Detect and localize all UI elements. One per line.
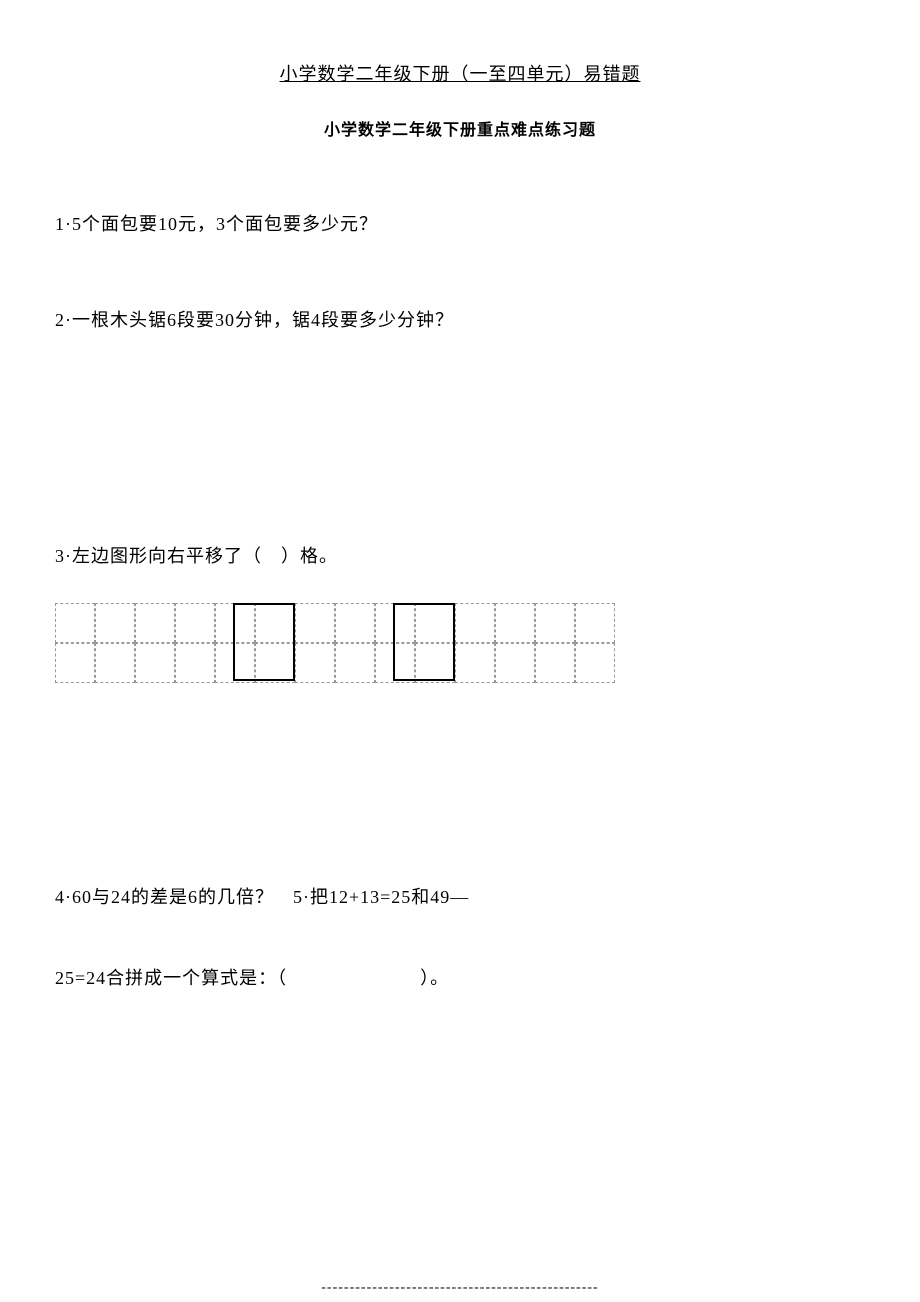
grid-cell	[535, 643, 575, 683]
grid-cell	[455, 643, 495, 683]
grid-cell	[495, 603, 535, 643]
grid-cell	[295, 643, 335, 683]
page-subtitle: 小学数学二年级下册重点难点练习题	[55, 116, 865, 140]
question-5-continuation: 25=24合拼成一个算式是：（ ）。	[55, 964, 865, 990]
grid-cell	[575, 603, 615, 643]
question-2: 2·一根木头锯6段要30分钟，锯4段要多少分钟？	[55, 306, 865, 332]
question-1: 1·5个面包要10元，3个面包要多少元？	[55, 210, 865, 236]
question-4-and-5: 4·60与24的差是6的几倍？ 5·把12+13=25和49—	[55, 883, 865, 909]
grid-cell	[95, 603, 135, 643]
grid-cell	[95, 643, 135, 683]
grid-cell	[135, 643, 175, 683]
solid-box-2	[393, 603, 455, 681]
question-3: 3·左边图形向右平移了（ ）格。	[55, 542, 865, 568]
grid-cell	[55, 643, 95, 683]
grid-cell	[535, 603, 575, 643]
grid-cell	[455, 603, 495, 643]
grid-diagram	[55, 603, 615, 683]
footer-separator: ----------------------------------------…	[55, 1280, 865, 1296]
grid-cell	[175, 643, 215, 683]
grid-cell	[135, 603, 175, 643]
grid-cell	[295, 603, 335, 643]
grid-cell	[495, 643, 535, 683]
solid-box-1	[233, 603, 295, 681]
grid-cell	[175, 603, 215, 643]
grid-cell	[335, 603, 375, 643]
grid-cell	[575, 643, 615, 683]
grid-cell	[335, 643, 375, 683]
page-header-title: 小学数学二年级下册（一至四单元）易错题	[55, 60, 865, 86]
grid-cell	[55, 603, 95, 643]
